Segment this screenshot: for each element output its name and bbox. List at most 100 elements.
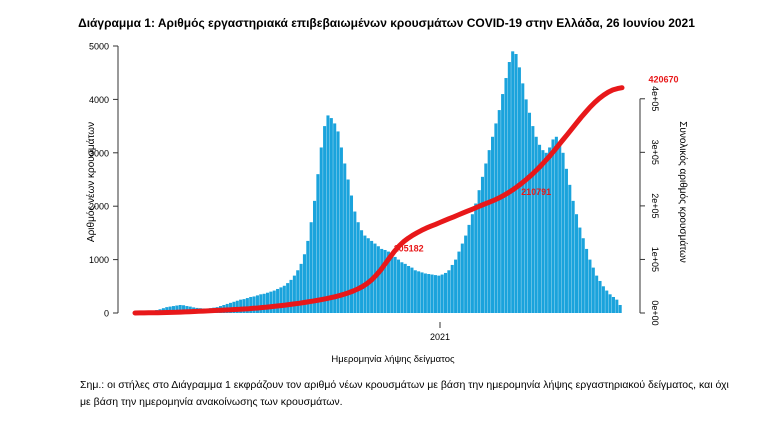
daily-cases-bar <box>507 62 511 313</box>
cumulative-value-label: 210791 <box>521 187 551 197</box>
y2-tick-label: 1e+05 <box>650 247 660 272</box>
y2-tick-label: 3e+05 <box>650 140 660 165</box>
daily-cases-bar <box>309 222 313 313</box>
daily-cases-bar <box>407 266 411 313</box>
daily-cases-bar <box>360 230 364 313</box>
daily-cases-bar <box>437 275 441 313</box>
daily-cases-bar <box>457 251 461 313</box>
daily-cases-bar <box>282 285 286 313</box>
daily-cases-bar <box>497 110 501 313</box>
y2-tick-label: 2e+05 <box>650 193 660 218</box>
daily-cases-bar <box>605 290 609 313</box>
daily-cases-bar <box>329 118 333 313</box>
daily-cases-bar <box>178 304 182 313</box>
daily-cases-bar <box>323 126 327 313</box>
daily-cases-bar <box>366 238 370 313</box>
daily-cases-bar <box>292 275 296 313</box>
daily-cases-bar <box>467 224 471 313</box>
daily-cases-bar <box>581 238 585 313</box>
daily-cases-bar <box>420 272 424 313</box>
daily-cases-bar <box>400 262 404 313</box>
daily-cases-bar <box>564 168 568 313</box>
daily-cases-bar <box>336 131 340 313</box>
daily-cases-bar <box>302 254 306 313</box>
daily-cases-bar <box>615 299 619 313</box>
daily-cases-bar <box>239 299 243 313</box>
daily-cases-bar <box>443 272 448 313</box>
daily-cases-bar <box>534 136 538 313</box>
daily-cases-bar <box>480 176 484 313</box>
daily-cases-bar <box>511 51 515 314</box>
daily-cases-bar <box>286 283 290 313</box>
daily-cases-bar <box>235 300 239 313</box>
daily-cases-bar <box>343 163 347 313</box>
daily-cases-bar <box>346 179 350 313</box>
daily-cases-bar <box>363 235 367 313</box>
daily-cases-bar <box>501 94 505 313</box>
bars-layer <box>135 51 622 314</box>
daily-cases-bar <box>319 147 323 313</box>
y-tick-label: 3000 <box>89 148 109 158</box>
daily-cases-bar <box>601 286 605 313</box>
daily-cases-bar <box>524 99 528 314</box>
y2-tick-label: 0e+00 <box>650 300 660 325</box>
daily-cases-bar <box>558 142 562 313</box>
y-tick-label: 5000 <box>89 42 109 52</box>
cumulative-value-label: 105182 <box>394 244 424 254</box>
daily-cases-bar <box>380 248 384 313</box>
x-tick-label: 2021 <box>430 332 450 342</box>
daily-cases-bar <box>494 123 498 314</box>
daily-cases-bar <box>430 274 434 313</box>
daily-cases-bar <box>279 287 283 313</box>
daily-cases-bar <box>578 227 582 313</box>
daily-cases-bar <box>423 273 427 313</box>
daily-cases-bar <box>249 296 253 313</box>
daily-cases-bar <box>269 291 273 313</box>
daily-cases-bar <box>538 144 542 313</box>
cumulative-line-layer: 105182 210791 420670 <box>132 75 679 316</box>
daily-cases-bar <box>595 275 599 313</box>
y2-axis-label: Συνολικός αριθμός κρουσμάτων <box>677 121 689 263</box>
daily-cases-bar <box>487 150 491 313</box>
daily-cases-bar <box>296 270 300 313</box>
daily-cases-bar <box>316 174 320 313</box>
daily-cases-bar <box>551 139 555 313</box>
daily-cases-bar <box>611 296 615 313</box>
x-axis-label: Ημερομηνία λήψης δείγματος <box>331 354 455 365</box>
daily-cases-bar <box>390 254 394 313</box>
daily-cases-bar <box>574 214 579 313</box>
y-tick-label: 1000 <box>89 255 109 265</box>
daily-cases-bar <box>484 163 488 313</box>
daily-cases-bar <box>353 211 357 313</box>
daily-cases-bar <box>396 259 401 313</box>
daily-cases-bar <box>326 115 330 313</box>
daily-cases-bar <box>242 299 246 313</box>
daily-cases-bar <box>591 267 595 313</box>
daily-cases-bar <box>440 274 444 313</box>
y-tick-label: 4000 <box>89 95 109 105</box>
daily-cases-bar <box>460 243 464 313</box>
daily-cases-bar <box>386 251 390 313</box>
daily-cases-bar <box>417 271 421 313</box>
daily-cases-bar <box>544 152 548 313</box>
daily-cases-bar <box>585 248 589 313</box>
daily-cases-bar <box>255 295 259 313</box>
daily-cases-bar <box>262 293 266 313</box>
daily-cases-bar <box>521 83 525 313</box>
daily-cases-bar <box>491 136 495 313</box>
daily-cases-bar <box>554 136 558 313</box>
daily-cases-bar <box>306 240 310 313</box>
y-tick-label: 2000 <box>89 202 109 212</box>
y-axis-label: Αριθμός νέων κρουσμάτων <box>85 122 97 242</box>
daily-cases-bar <box>333 123 337 314</box>
daily-cases-bar <box>464 235 468 313</box>
daily-cases-bar <box>339 147 343 313</box>
y2-tick-label: 4e+05 <box>650 86 660 111</box>
daily-cases-bar <box>454 259 458 313</box>
daily-cases-bar <box>447 270 451 313</box>
daily-cases-bar <box>450 264 454 313</box>
daily-cases-bar <box>531 126 535 313</box>
daily-cases-bar <box>571 200 575 313</box>
daily-cases-bar <box>568 184 572 313</box>
